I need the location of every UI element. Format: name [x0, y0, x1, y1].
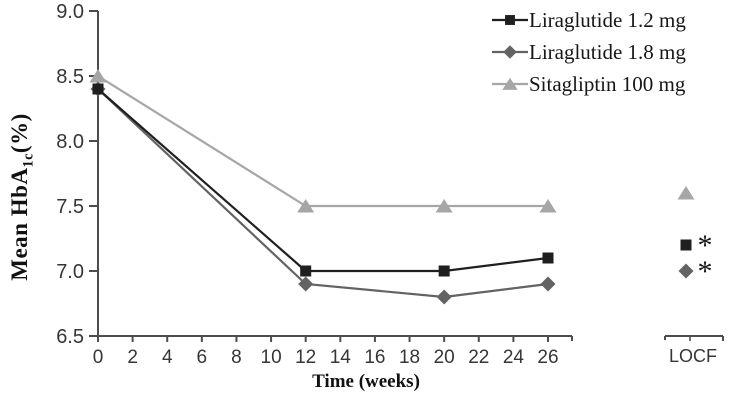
x-tick-label: 8 [231, 347, 242, 368]
square-marker [438, 265, 450, 277]
legend-label: Sitagliptin 100 mg [529, 71, 686, 96]
x-tick-label: 4 [162, 347, 173, 368]
x-axis: 0 2 4 6 8 10 12 14 16 18 20 22 24 26 [93, 335, 573, 368]
y-tick-label: 9.0 [56, 1, 84, 23]
y-tick-label: 7.0 [56, 261, 84, 283]
x-tick-label: 10 [261, 347, 282, 368]
series-line [97, 88, 549, 299]
legend-marker-triangle [492, 77, 528, 90]
square-marker [300, 265, 312, 277]
x-tick-label: 20 [434, 347, 455, 368]
square-marker [680, 239, 692, 251]
series-sitagliptin-100-mg [89, 69, 695, 213]
series-line [97, 88, 549, 273]
x-tick-label: 16 [364, 347, 385, 368]
y-tick-label: 8.5 [56, 66, 84, 88]
significance-asterisk: * [698, 229, 713, 262]
diamond-marker [678, 263, 694, 279]
legend-label: Liraglutide 1.2 mg [529, 7, 686, 32]
x-tick-label: 6 [197, 347, 208, 368]
x-tick-label: 0 [93, 347, 104, 368]
triangle-marker [502, 77, 518, 90]
y-axis-title-subscript: 1c [20, 153, 37, 168]
triangle-marker [677, 186, 695, 200]
diamond-marker [503, 45, 517, 59]
y-tick-label: 8.0 [56, 131, 84, 153]
y-tick-label: 6.5 [56, 326, 84, 348]
diamond-marker [540, 276, 556, 292]
series-liraglutide-1-2-mg: * [92, 83, 713, 277]
triangle-marker [435, 199, 453, 213]
x-tick-label: 26 [537, 347, 558, 368]
x-tick-label: 24 [503, 347, 525, 368]
legend-item: Liraglutide 1.8 mg [492, 39, 686, 65]
locf-axis: LOCF [664, 335, 724, 366]
x-tick-label: 18 [399, 347, 420, 368]
legend-item: Sitagliptin 100 mg [492, 71, 686, 97]
locf-label: LOCF [669, 346, 717, 366]
legend-marker-diamond [492, 45, 528, 59]
series-line [97, 75, 548, 208]
y-axis-title-units: (%) [7, 113, 32, 154]
triangle-marker [539, 199, 557, 213]
square-marker [92, 83, 104, 95]
y-axis-title-text: Mean HbA [7, 167, 32, 281]
square-marker [542, 252, 554, 264]
y-axis: 9.0 8.5 8.0 7.5 7.0 6.5 [56, 1, 99, 348]
legend: Liraglutide 1.2 mg Liraglutide 1.8 mg Si… [492, 7, 686, 103]
legend-marker-square [492, 15, 528, 25]
diamond-marker [298, 276, 314, 292]
diamond-marker [436, 289, 452, 305]
significance-asterisk: * [698, 255, 713, 288]
x-tick-label: 2 [127, 347, 138, 368]
square-marker [505, 15, 515, 25]
y-axis-title: Mean HbA1c(%) [7, 113, 37, 281]
x-tick-label: 12 [295, 347, 316, 368]
x-axis-title: Time (weeks) [312, 371, 420, 392]
legend-item: Liraglutide 1.2 mg [492, 7, 686, 33]
legend-label: Liraglutide 1.8 mg [529, 39, 686, 64]
x-tick-label: 22 [468, 347, 489, 368]
triangle-marker [297, 199, 315, 213]
y-tick-label: 7.5 [56, 196, 84, 218]
x-tick-label: 14 [330, 347, 352, 368]
triangle-marker [89, 69, 107, 83]
